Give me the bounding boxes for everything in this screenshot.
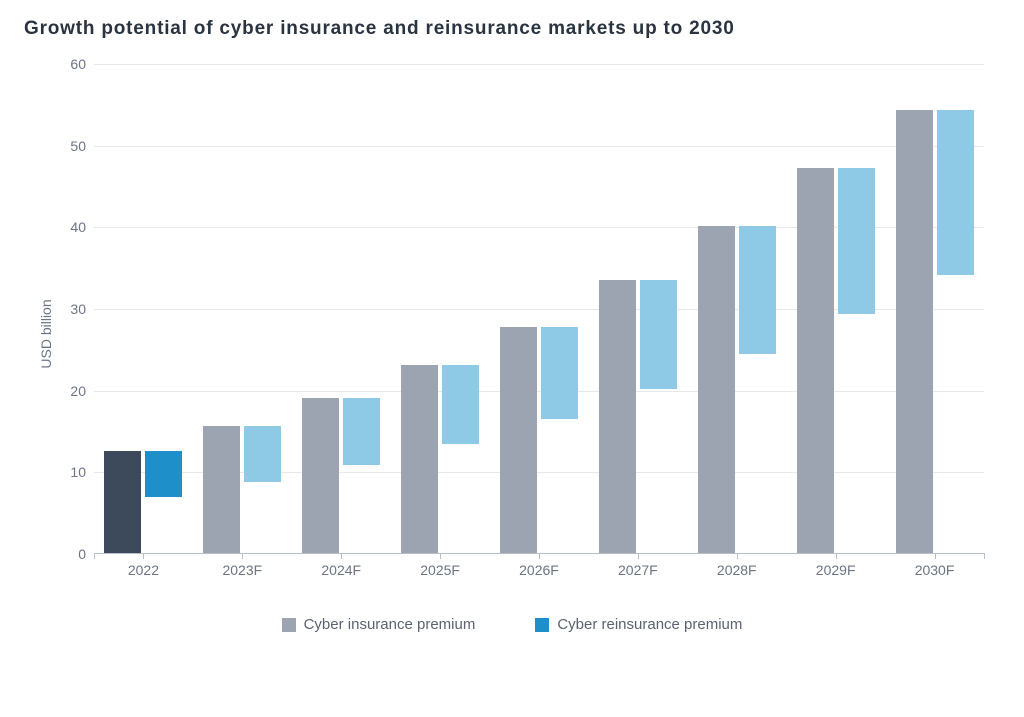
bar-insurance [401,365,438,553]
legend-item-reinsurance: Cyber reinsurance premium [535,616,742,633]
bar-group [104,451,182,553]
ytick-label: 30 [46,301,86,317]
ytick-label: 40 [46,219,86,235]
xtick-label: 2027F [618,562,658,578]
bar-reinsurance [640,280,677,389]
bar-group [203,426,281,553]
bar-insurance [203,426,240,553]
xtick-label: 2030F [915,562,955,578]
xtick-mark [737,553,738,559]
bar-insurance [797,168,834,553]
bar-reinsurance [145,451,182,498]
xtick-label: 2029F [816,562,856,578]
bar-reinsurance [739,226,776,353]
bar-group [401,365,479,553]
xtick-mark [242,553,243,559]
xtick-mark [94,553,95,559]
plot-area: 0102030405060 [94,64,984,554]
xtick-mark [935,553,936,559]
chart-container: USD billion 0102030405060 20222023F2024F… [34,64,994,604]
xtick-label: 2028F [717,562,757,578]
bar-reinsurance [838,168,875,314]
x-axis-ticks: 2022 2023F 2024F 2025F 2026F 2027F 2028F 2029F 2… [94,562,984,582]
bar-reinsurance [244,426,281,482]
bar-group [797,168,875,553]
bar-reinsurance [442,365,479,443]
ytick-label: 10 [46,464,86,480]
bar-reinsurance [541,327,578,419]
bar-group [302,398,380,553]
xtick-label: 2024F [321,562,361,578]
xtick-mark [539,553,540,559]
bar-group [698,226,776,553]
ytick-label: 20 [46,383,86,399]
bars-layer [94,64,984,553]
xtick-label: 2026F [519,562,559,578]
xtick-label: 2023F [222,562,262,578]
bar-insurance [104,451,141,553]
xtick-label: 2025F [420,562,460,578]
bar-reinsurance [937,110,974,275]
bar-group [599,280,677,553]
bar-insurance [500,327,537,553]
xtick-mark [638,553,639,559]
legend: Cyber insurance premium Cyber reinsuranc… [24,616,1000,633]
legend-swatch-insurance [282,618,296,632]
bar-group [896,110,974,553]
xtick-mark [341,553,342,559]
legend-label-insurance: Cyber insurance premium [304,616,476,633]
bar-insurance [599,280,636,553]
ytick-label: 60 [46,56,86,72]
xtick-mark [984,553,985,559]
bar-group [500,327,578,553]
bar-insurance [302,398,339,553]
ytick-label: 50 [46,138,86,154]
bar-insurance [896,110,933,553]
xtick-mark [143,553,144,559]
legend-item-insurance: Cyber insurance premium [282,616,476,633]
ytick-label: 0 [46,546,86,562]
chart-title: Growth potential of cyber insurance and … [24,18,1000,40]
bar-reinsurance [343,398,380,465]
xtick-mark [836,553,837,559]
legend-label-reinsurance: Cyber reinsurance premium [557,616,742,633]
bar-insurance [698,226,735,553]
xtick-label: 2022 [128,562,159,578]
xtick-mark [440,553,441,559]
legend-swatch-reinsurance [535,618,549,632]
